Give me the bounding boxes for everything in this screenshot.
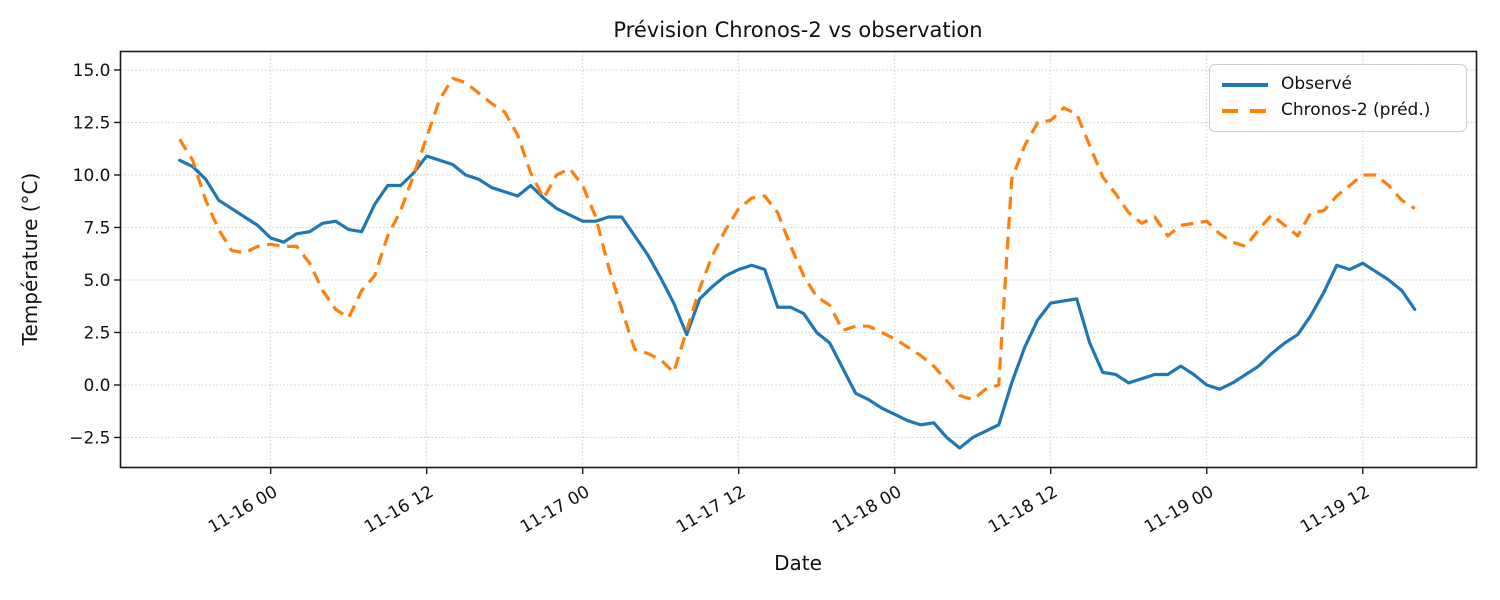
x-axis-label: Date	[774, 551, 822, 575]
plot-border	[119, 50, 1478, 469]
legend: Observé Chronos-2 (préd.)	[1209, 64, 1467, 132]
series-line-observed	[178, 154, 1417, 450]
legend-label-chronos: Chronos-2 (préd.)	[1281, 100, 1431, 121]
legend-item-observed: Observé	[1222, 75, 1460, 95]
legend-line-sample-observed	[1222, 83, 1268, 87]
y-tick-label: 12.5	[73, 113, 111, 133]
y-tick-label: 5.0	[83, 271, 110, 291]
y-axis-label: Température (°C)	[18, 172, 42, 346]
legend-label-observed: Observé	[1281, 74, 1352, 95]
y-tick-label: 15.0	[73, 61, 111, 81]
series-line-chronos	[178, 76, 1416, 402]
legend-item-chronos: Chronos-2 (préd.)	[1222, 101, 1460, 121]
y-tick-label: 10.0	[73, 166, 111, 186]
y-tick-label: −2.5	[69, 428, 110, 448]
y-tick-label: 2.5	[83, 323, 110, 343]
chart-title: Prévision Chronos-2 vs observation	[613, 18, 983, 42]
legend-line-sample-chronos	[1222, 109, 1268, 113]
y-tick-label: 0.0	[83, 376, 110, 396]
y-tick-label: 7.5	[83, 218, 110, 238]
